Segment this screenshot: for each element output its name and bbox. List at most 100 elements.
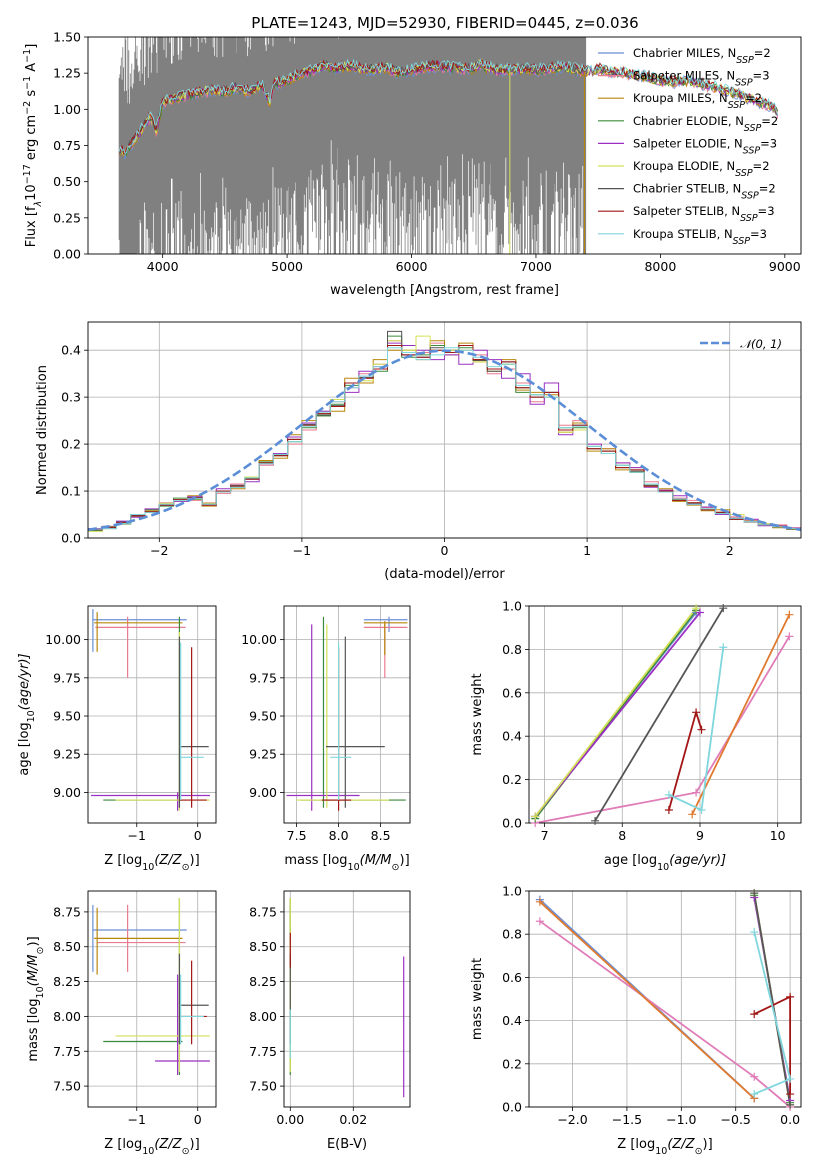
x-tick-label: 9 [696,828,704,843]
mass-weight-marker [692,708,701,717]
y-tick-label: 0.00 [53,247,81,262]
y-tick-label: 8.50 [53,939,81,954]
legend-label-part: , [719,69,726,83]
x-tick-label: 8.5 [371,828,391,843]
y-axis-label-part: −1 [22,49,33,63]
y-tick-label: 1.25 [53,66,81,81]
mass-weight-line [534,611,701,818]
x-axis-label-part: mass [log [284,853,347,868]
mass-weight-marker [750,889,759,898]
y-axis-label: age [log10(age/yr)] [17,653,37,775]
x-axis-label-part: )] [190,853,200,868]
x-axis-label-part: )] [190,1137,200,1152]
legend-label: Salpeter STELIB, NSSP=3 [633,204,775,224]
mass-weight-line [691,614,791,815]
legend-label-part: , [727,136,734,150]
y-tick-label: 9.00 [53,785,81,800]
x-tick-label: −0.5 [721,1112,751,1127]
x-axis-label-part: (age/yr)] [669,853,726,868]
panel-mass_vs_Z: −1 07.507.758.008.258.508.75Z [log10(Z/Z⊙… [26,890,217,1157]
x-axis-label-part: (Z/Z [154,1137,182,1152]
mass-weight-marker [719,604,728,613]
legend-label-part: 2 [771,114,778,128]
y-axis-label: mass [log10(M/M⊙)] [26,936,46,1061]
legend-label-part: SSP [740,213,758,224]
mass-weight-marker [688,810,697,819]
model-line-kroupa-stelib [118,58,779,155]
ticks-spectrum: 4000 5000 6000 7000 8000 9000 0.00 0.25 0.50 0.75… [53,30,801,275]
mass-weight-line [539,901,755,1100]
y-tick-label: 0.4 [502,729,522,744]
mass-weight-marker [750,1010,759,1019]
x-axis-label-part: Z [log [617,1137,655,1152]
x-tick-label: 1 [583,543,591,558]
y-axis-label-part: age [log [17,722,32,775]
mass-weight-marker [750,1072,759,1081]
legend-label-part: = [753,69,763,83]
y-tick-label: 0.1 [61,484,81,499]
x-tick-label: 0.00 [276,1112,304,1127]
figure-title: PLATE=1243, MJD=52930, FIBERID=0445, z=0… [251,14,638,32]
x-axis-label-part: 10 [348,862,360,873]
mass-weight-marker [786,1100,795,1109]
axes-frame [283,605,411,824]
y-tick-label: 0.2 [61,437,81,452]
mass-weight-marker [697,725,706,734]
legend-label-part: N [728,46,737,60]
y-tick-label: 9.25 [249,747,277,762]
legend-normal-label: 𝒩(0, 1) [740,337,782,351]
spectrum-data [118,37,587,254]
legend-label: Chabrier MILES, NSSP=2 [633,46,771,66]
legend-label-part: SSP [736,55,754,66]
legend-label-part: 2 [768,182,775,196]
mass-weight-marker [785,632,794,641]
legend-label-part: N [726,159,735,173]
y-tick-label: 10.00 [241,632,277,647]
mass-weight-marker [531,812,540,821]
legend-label-part: Chabrier ELODIE [633,114,728,128]
x-axis-label-part: 10 [142,1146,154,1157]
y-tick-label: 0.4 [502,1013,522,1028]
y-axis-label-part: s [24,90,39,101]
y-axis-label: Normed distribution [35,365,50,495]
y-axis-label-part: −17 [22,164,33,184]
legend-label: Kroupa MILES, NSSP=2 [633,91,762,111]
plot-layer: 4000 5000 6000 7000 8000 90000.000.250.500.75… [17,30,802,1157]
legend-label-part: = [750,227,760,241]
x-axis-label-part: Z [log [104,1137,142,1152]
y-tick-label: 8.50 [249,939,277,954]
y-tick-label: 0.4 [61,343,81,358]
legend-label-part: , [720,46,727,60]
x-axis-label: Z [log10(Z/Z⊙)] [104,1137,199,1157]
y-axis-label-part: erg cm [24,115,39,164]
y-axis-label-part: )] [26,936,41,946]
ticks-residuals: −2 −1 0 1 2 0.0 0.1 0.2 0.3 0.4 [61,343,734,558]
x-axis-label: mass [log10(M/M⊙)] [284,853,409,873]
y-tick-label: 0.3 [61,390,81,405]
legend-label-part: , [725,182,732,196]
x-axis-label: age [log10(age/yr)] [604,853,726,873]
y-tick-label: 7.75 [53,1044,81,1059]
legend-label-part: N [724,227,733,241]
ticks-age_vs_Z: −1 0 9.00 9.25 9.50 9.75 10.00 [45,632,202,843]
legend-label-part: SSP [744,122,762,133]
y-tick-label: 0.50 [53,174,81,189]
axes-frame [87,605,217,824]
legend-label-part: Salpeter MILES [633,69,719,83]
y-tick-label: 8.75 [249,904,277,919]
y-tick-label: 8.00 [249,1009,277,1024]
mass-weight-marker [786,1090,795,1099]
y-tick-label: 1.0 [502,599,522,614]
mass-weight-marker [785,610,794,619]
legend-label-part: Chabrier STELIB [633,182,725,196]
x-tick-label: 0.0 [780,1112,800,1127]
x-axis-label: wavelength [Angstrom, rest frame] [330,283,559,298]
y-tick-label: 0.75 [53,138,81,153]
x-axis-label-part: ⊙ [182,862,190,873]
mass-weight-line [534,607,697,818]
y-axis-label-part: λ [33,201,44,208]
y-tick-label: 8.25 [53,974,81,989]
y-tick-label: 0.6 [502,685,522,700]
